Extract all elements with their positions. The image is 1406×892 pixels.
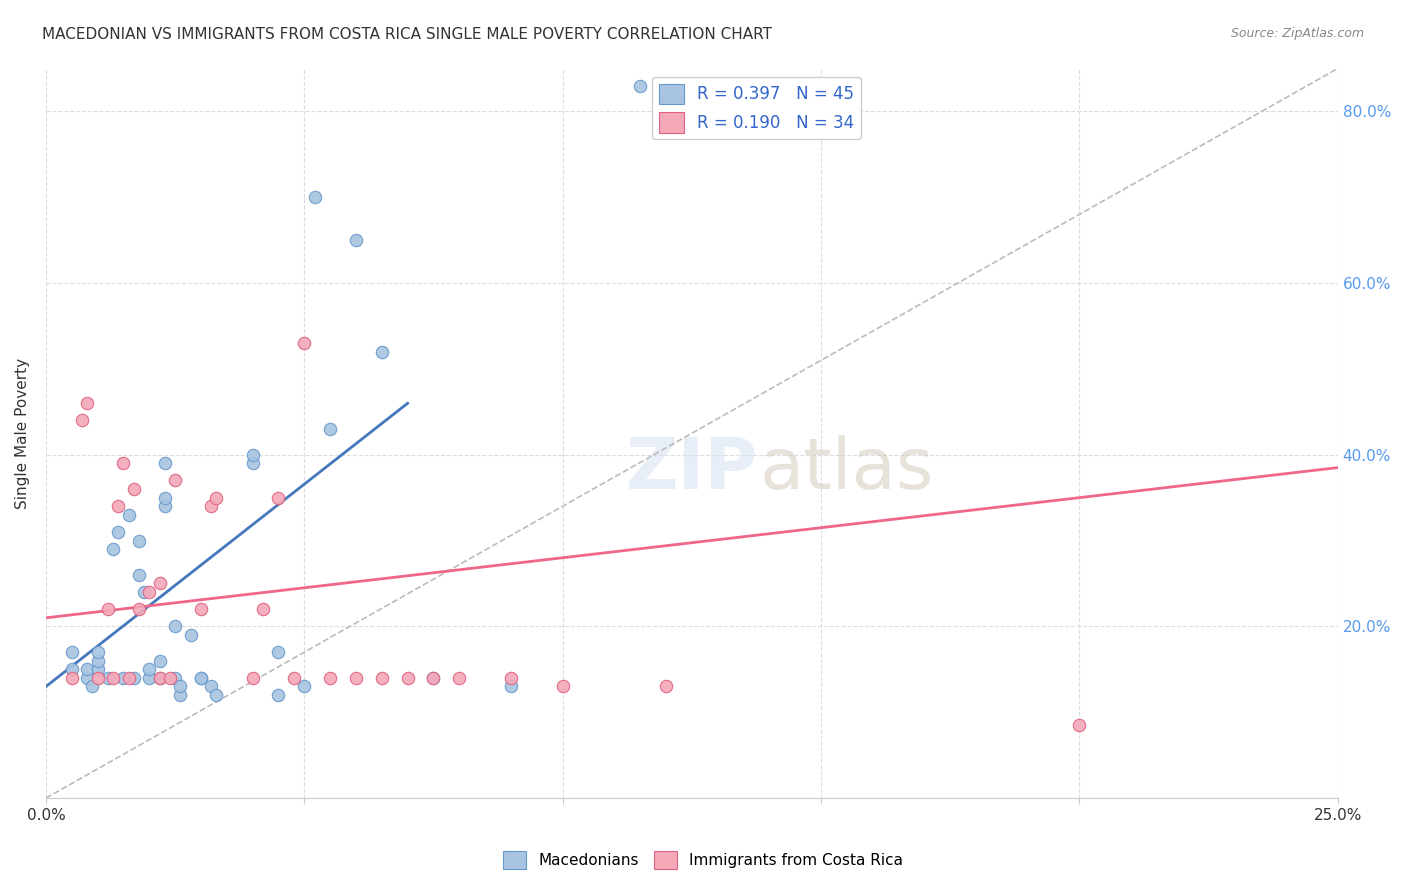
Point — [101, 542, 124, 557]
Point — [128, 568, 150, 582]
Point — [190, 671, 212, 685]
Point — [180, 628, 202, 642]
Point — [422, 671, 444, 685]
Point — [138, 662, 160, 676]
Point — [101, 671, 124, 685]
Point — [242, 671, 264, 685]
Point — [190, 602, 212, 616]
Point — [344, 233, 367, 247]
Point — [138, 585, 160, 599]
Point — [304, 190, 326, 204]
Text: ZIP: ZIP — [626, 435, 758, 504]
Text: Source: ZipAtlas.com: Source: ZipAtlas.com — [1230, 27, 1364, 40]
Point — [165, 474, 187, 488]
Legend: R = 0.397   N = 45, R = 0.190   N = 34: R = 0.397 N = 45, R = 0.190 N = 34 — [652, 77, 860, 139]
Point — [169, 688, 191, 702]
Point — [86, 645, 108, 659]
Point — [319, 422, 342, 436]
Y-axis label: Single Male Poverty: Single Male Poverty — [15, 358, 30, 508]
Point — [128, 602, 150, 616]
Point — [319, 671, 342, 685]
Point — [70, 413, 93, 427]
Point — [149, 671, 172, 685]
Point — [165, 671, 187, 685]
Point — [190, 671, 212, 685]
Point — [86, 662, 108, 676]
Point — [267, 688, 290, 702]
Point — [283, 671, 305, 685]
Legend: Macedonians, Immigrants from Costa Rica: Macedonians, Immigrants from Costa Rica — [496, 845, 910, 875]
Point — [396, 671, 419, 685]
Point — [165, 619, 187, 633]
Point — [76, 671, 98, 685]
Point — [252, 602, 274, 616]
Point — [117, 508, 139, 522]
Point — [499, 671, 522, 685]
Point — [655, 680, 678, 694]
Point — [76, 662, 98, 676]
Text: MACEDONIAN VS IMMIGRANTS FROM COSTA RICA SINGLE MALE POVERTY CORRELATION CHART: MACEDONIAN VS IMMIGRANTS FROM COSTA RICA… — [42, 27, 772, 42]
Point — [122, 671, 145, 685]
Point — [242, 456, 264, 470]
Point — [200, 500, 222, 514]
Point — [371, 671, 394, 685]
Point — [449, 671, 471, 685]
Point — [76, 396, 98, 410]
Point — [128, 533, 150, 548]
Point — [107, 524, 129, 539]
Point — [153, 500, 176, 514]
Point — [134, 585, 156, 599]
Text: atlas: atlas — [759, 435, 934, 504]
Point — [344, 671, 367, 685]
Point — [153, 491, 176, 505]
Point — [1069, 718, 1091, 732]
Point — [149, 654, 172, 668]
Point — [86, 671, 108, 685]
Point — [86, 654, 108, 668]
Point — [267, 491, 290, 505]
Point — [422, 671, 444, 685]
Point — [122, 482, 145, 496]
Point — [60, 645, 83, 659]
Point — [60, 662, 83, 676]
Point — [205, 491, 228, 505]
Point — [200, 680, 222, 694]
Point — [551, 680, 574, 694]
Point — [82, 680, 104, 694]
Point — [107, 500, 129, 514]
Point — [169, 680, 191, 694]
Point — [499, 680, 522, 694]
Point — [628, 78, 651, 93]
Point — [112, 671, 135, 685]
Point — [292, 336, 315, 351]
Point — [292, 680, 315, 694]
Point — [242, 448, 264, 462]
Point — [138, 671, 160, 685]
Point — [117, 671, 139, 685]
Point — [149, 576, 172, 591]
Point — [159, 671, 181, 685]
Point — [371, 344, 394, 359]
Point — [97, 671, 120, 685]
Point — [60, 671, 83, 685]
Point — [97, 602, 120, 616]
Point — [267, 645, 290, 659]
Point — [153, 456, 176, 470]
Point — [205, 688, 228, 702]
Point — [149, 671, 172, 685]
Point — [112, 456, 135, 470]
